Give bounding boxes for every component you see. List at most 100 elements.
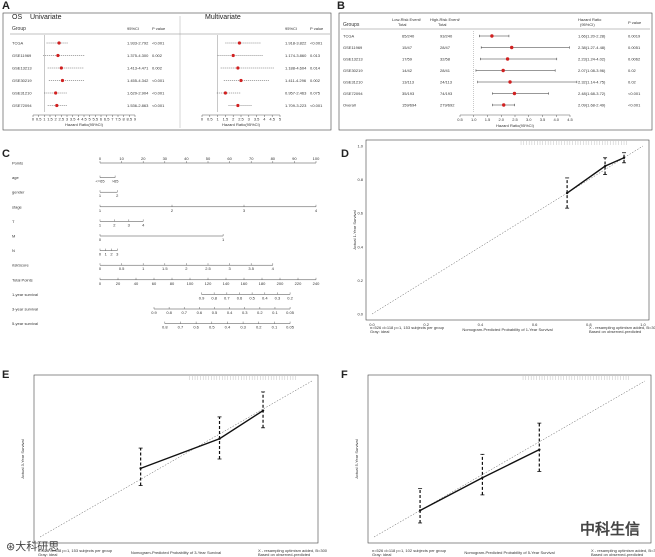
panel-b-tick-label: 2.5	[512, 117, 518, 122]
watermark-left: ⊛大科研思	[6, 540, 60, 553]
panel-a-uni-ci-text: 1.536-2.863	[127, 103, 149, 108]
panel-b-row-p: 0.0051	[628, 45, 641, 50]
panel-b-col-high-2: Total	[438, 22, 447, 27]
nomogram-tick-label: 0.7	[181, 310, 187, 315]
nomogram-row-label: 3-year survival	[12, 307, 38, 312]
panel-a-uni-tick-label: 3	[66, 117, 69, 122]
watermark-right: 中科生信	[580, 520, 641, 538]
panel-label-e: E	[2, 369, 10, 381]
panel-a-multi-tick-label: 0.5	[207, 117, 213, 122]
panel-a-multi-p-text: 0.013	[310, 53, 321, 58]
panel-b-row-high: 74/193	[440, 91, 453, 96]
panel-a-uni-ci-text: 1.933-2.792	[127, 41, 149, 46]
panel-d-footnote-left-2: Gray: ideal	[370, 329, 389, 334]
panel-f-ylabel: Actual 5-Year Survival	[354, 439, 359, 478]
panel-a-multi-p-text: 0.075	[310, 91, 321, 96]
panel-a-uni-ci-text: 1.629-2.904	[127, 91, 149, 96]
panel-b-point	[510, 45, 514, 50]
panel-a-multi-tick-label: 4.5	[269, 117, 275, 122]
nomogram-row-label: age	[12, 175, 19, 180]
nomogram-tick-label: 0.1	[272, 325, 278, 330]
panel-a-multi-p-text: <0.001	[310, 41, 323, 46]
panel-d-footnote-right-2: Based on observed-predicted	[589, 329, 641, 334]
panel-a-uni-tick-label: 6	[100, 117, 103, 122]
panel-b-row-low: 17/59	[402, 57, 413, 62]
panel-f-footnote-left-2: Gray: ideal	[372, 552, 391, 557]
panel-a-uni-tick-label: 2	[55, 117, 58, 122]
panel-d-y-tick-label: 0.2	[357, 278, 363, 283]
panel-d-y-tick-label: 0.4	[357, 244, 363, 249]
panel-a-uni-tick-label: 1.5	[47, 117, 53, 122]
nomogram-tick-label: 0.5	[119, 266, 125, 271]
nomogram-tick-label: 3	[116, 252, 119, 257]
nomogram-tick-label: 80	[271, 156, 276, 161]
nomogram-tick-label: 100	[313, 156, 320, 161]
panel-a-multi-point	[236, 66, 240, 70]
panel-b-point	[501, 68, 505, 73]
nomogram-tick-label: 2	[185, 266, 188, 271]
panel-b-row-p: 0.0019	[628, 34, 641, 39]
panel-a-uni-tick-label: 0	[32, 117, 35, 122]
panel-a-multi-p-text: <0.001	[310, 103, 323, 108]
nomogram-tick-label: 0.5	[209, 325, 215, 330]
panel-a-row-name: GSE72094	[12, 103, 32, 108]
panel-b-row-low: 65/240	[402, 34, 415, 39]
panel-a-multi-tick-label: 0	[201, 117, 204, 122]
panel-a-uni-tick-label: 1	[43, 117, 46, 122]
nomogram-tick-label: 0.05	[286, 325, 295, 330]
nomogram-tick-label: 40	[184, 156, 189, 161]
panel-b-row-p: 0.02	[628, 80, 637, 85]
nomogram-row-label: 5-year survival	[12, 321, 38, 326]
panel-a-uni-tick-label: 0.5	[36, 117, 42, 122]
panel-a-multi-xlabel: Hazard Ratio(95%CI)	[222, 122, 261, 127]
nomogram-tick-label: 0	[99, 237, 102, 242]
panel-b-tick-label: 0.5	[457, 117, 463, 122]
panel-a-row-name: GSE13213	[12, 66, 32, 71]
nomogram-tick-label: <=65	[95, 179, 105, 184]
panel-b-row-low: 14/42	[402, 68, 413, 73]
panel-e-xlabel: Nomogram-Predicted Probability of 3-Year…	[131, 550, 221, 555]
panel-d-x-tick-label: 0.6	[532, 322, 538, 327]
nomogram-row-label: N	[12, 248, 15, 253]
panel-a-uni-p-text: <0.001	[152, 41, 165, 46]
panel-a-uni-point	[59, 66, 63, 70]
nomogram-tick-label: >65	[112, 179, 120, 184]
panel-a-uni-point	[60, 78, 65, 83]
nomogram-tick-label: 0.8	[162, 325, 168, 330]
panel-b-tick-label: 3.0	[526, 117, 532, 122]
nomogram-tick-label: 10	[119, 156, 124, 161]
panel-b-point	[502, 103, 506, 107]
panel-a-multi-ci-text: 1.709-3.223	[285, 103, 307, 108]
panel-a-multi-tick-label: 4	[263, 117, 266, 122]
panel-b-row-low: 159/694	[402, 103, 417, 108]
nomogram-tick-label: 0.7	[178, 325, 184, 330]
panel-a-multi-point	[236, 103, 240, 108]
panel-a-uni-tick-label: 5.5	[93, 117, 99, 122]
panel-b-row-high: 28/47	[440, 45, 451, 50]
panel-a-multi-ci-text: 1.411-4.296	[285, 78, 307, 83]
panel-e-footnote-left-2: Gray: ideal	[38, 552, 57, 557]
nomogram-tick-label: 2	[171, 208, 174, 213]
panel-b-row-p: 0.02	[628, 68, 637, 73]
panel-d-ideal-line	[371, 145, 644, 315]
panel-a-multi-ci-text: 1.918-3.822	[285, 41, 307, 46]
panel-b-tick-label: 3.5	[540, 117, 546, 122]
nomogram-tick-label: 160	[241, 281, 248, 286]
panel-a-multi-tick-label: 1.5	[223, 117, 229, 122]
nomogram-tick-label: 0.2	[287, 295, 293, 300]
nomogram-tick-label: 70	[249, 156, 254, 161]
panel-b-row-high: 28/41	[440, 68, 451, 73]
panel-label-b: B	[337, 0, 345, 12]
panel-d-calibration-line	[566, 157, 625, 194]
nomogram-tick-label: 4	[272, 266, 275, 271]
nomogram-tick-label: 3	[128, 222, 131, 227]
panel-a-univariate-title: Univariate	[30, 14, 62, 21]
panel-f-footnote-right-1: X - resampling optimism added, B=300	[591, 548, 655, 553]
panel-b-row-name: GSE11969	[343, 45, 363, 50]
panel-label-a: A	[2, 0, 10, 12]
panel-b-row-high: 24/113	[440, 80, 453, 85]
panel-d-y-tick-label: 0.6	[357, 211, 363, 216]
nomogram-tick-label: 1	[99, 193, 102, 198]
nomogram-tick-label: 2	[113, 222, 116, 227]
panel-a-uni-xlabel: Hazard Ratio(95%CI)	[65, 122, 104, 127]
